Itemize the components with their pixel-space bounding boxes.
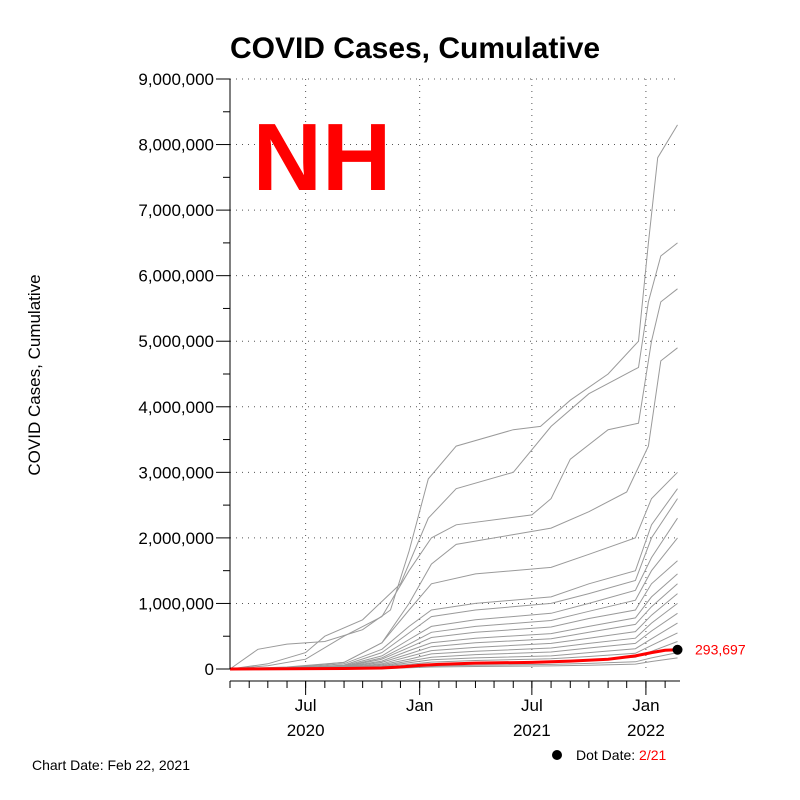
- series-lines: [229, 124, 683, 671]
- dot-date-label: Dot Date: 2/21: [576, 747, 666, 763]
- x-tick-label: Jul: [521, 696, 543, 715]
- y-tick-label: 9,000,000: [138, 70, 214, 89]
- series-line: [229, 517, 678, 670]
- series-line: [229, 498, 678, 670]
- axes: 0 1,000,000 2,000,000 3,000,000 4,000,000 5,0…: [138, 70, 680, 740]
- dot-date-prefix: Dot Date:: [576, 747, 639, 763]
- series-line: [229, 124, 678, 670]
- x-year-label: 2022: [627, 721, 665, 740]
- series-line: [229, 242, 678, 670]
- y-axis-label: COVID Cases, Cumulative: [25, 274, 44, 475]
- y-tick-label: 3,000,000: [138, 463, 214, 482]
- x-tick-label: Jan: [406, 696, 433, 715]
- y-tick-label: 4,000,000: [138, 398, 214, 417]
- series-line: [229, 288, 678, 670]
- x-year-label: 2021: [513, 721, 551, 740]
- x-year-label: 2020: [287, 721, 325, 740]
- dot-date-value: 2/21: [639, 747, 666, 763]
- state-label: NH: [253, 104, 392, 211]
- highlight-line: [229, 648, 678, 671]
- y-tick-label: 7,000,000: [138, 201, 214, 220]
- x-tick-label: Jan: [632, 696, 659, 715]
- x-tick-label: Jul: [295, 696, 317, 715]
- series-line: [229, 347, 678, 670]
- chart-date: Chart Date: Feb 22, 2021: [32, 757, 190, 773]
- series-line: [229, 488, 678, 670]
- y-tick-label: 8,000,000: [138, 136, 214, 155]
- highlight-end-label: 293,697: [695, 642, 746, 658]
- y-tick-label: 1,000,000: [138, 594, 214, 613]
- highlight-end-dot: [672, 644, 683, 655]
- series-line: [229, 471, 678, 670]
- dot-date-legend-marker: [552, 750, 562, 760]
- y-tick-label: 6,000,000: [138, 267, 214, 286]
- y-tick-label: 5,000,000: [138, 332, 214, 351]
- y-tick-label: 0: [205, 660, 214, 679]
- y-tick-label: 2,000,000: [138, 529, 214, 548]
- chart-title: COVID Cases, Cumulative: [230, 32, 600, 65]
